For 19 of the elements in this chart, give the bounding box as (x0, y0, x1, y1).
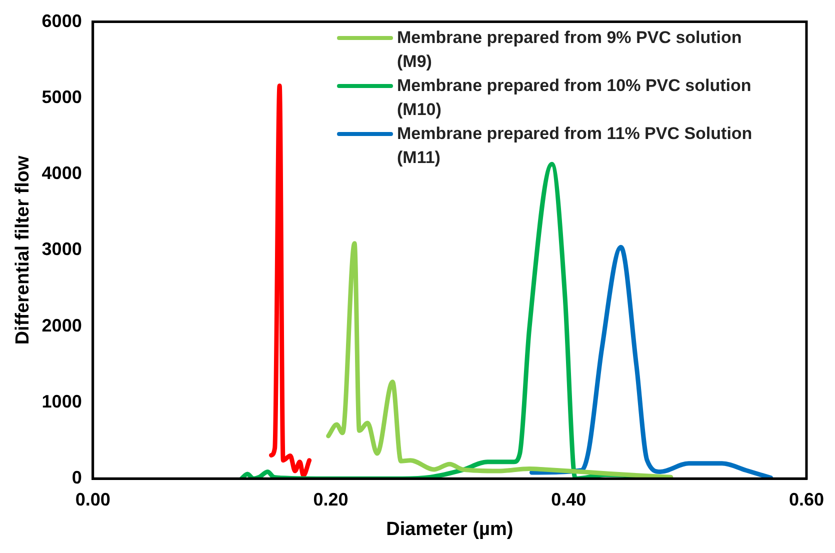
legend-label: Membrane prepared from 11% PVC Solution (M11) (397, 123, 754, 169)
x-axis-title: Diameter (µm) (386, 518, 514, 540)
y-tick-label: 0 (72, 468, 82, 488)
y-tick-label: 1000 (42, 391, 82, 412)
legend-label: Membrane prepared from 9% PVC solution (M9) (397, 27, 743, 73)
x-tick-label: 0.20 (313, 489, 348, 510)
line-series (326, 241, 674, 479)
y-tick-label: 6000 (42, 10, 82, 31)
legend-label: Membrane prepared from 10% PVC solution (M10) (397, 75, 752, 121)
y-tick-label: 2000 (42, 315, 82, 336)
y-tick-label: 3000 (42, 239, 82, 260)
line-series (529, 244, 774, 479)
x-tick-label: 0.60 (788, 489, 824, 510)
line-series (269, 84, 312, 478)
x-tick-label: 0.00 (75, 489, 110, 510)
y-tick-label: 5000 (42, 86, 82, 107)
y-tick-label: 4000 (42, 163, 82, 184)
y-axis-title: Differential filter flow (12, 156, 34, 345)
x-tick-label: 0.40 (551, 489, 586, 510)
